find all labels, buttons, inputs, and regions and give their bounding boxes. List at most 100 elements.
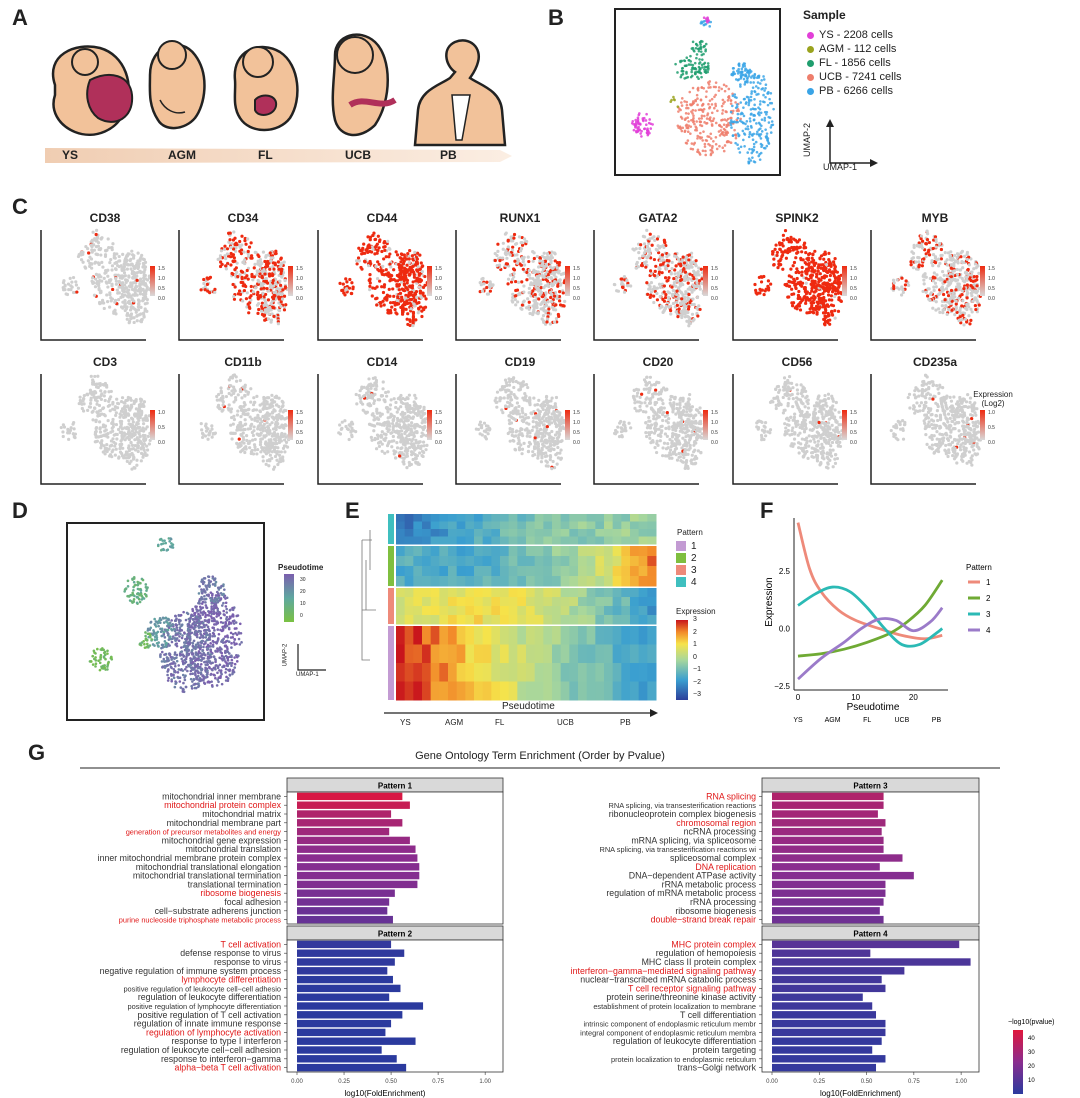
umap-cell-point [772,257,776,261]
umap-cell-point [941,270,945,274]
umap-cell-point [273,252,277,256]
umap-cell-point [696,148,700,152]
umap-cell-point [536,281,540,286]
umap-cell-point [106,435,110,439]
umap-cell-point [537,297,541,301]
umap-cell-point [278,453,282,457]
umap-cell-point [527,259,531,264]
umap-cell-point [742,77,746,81]
umap-cell-point [275,452,279,456]
umap-cell-point [932,271,936,275]
umap-cell-point [407,254,411,258]
umap-cell-point [744,74,747,78]
umap-cell-point [758,82,762,85]
umap-cell-point [120,451,124,456]
umap-cell-point [674,310,678,314]
umap-cell-point [236,409,240,413]
umap-cell-point [695,56,698,60]
umap-cell-point [527,300,531,304]
umap-cell-point [698,287,702,291]
umap-cell-point [777,262,781,266]
umap-cell-point [368,245,372,250]
umap-cell-point [120,285,124,289]
umap-cell-point [812,307,816,311]
umap-cell-point [252,396,256,400]
umap-cell-point [827,268,832,272]
umap-cell-point [283,278,287,282]
umap-cell-point [709,132,713,136]
umap-cell-point [134,430,138,434]
umap-cell-point [965,296,969,300]
umap-cell-point [931,253,936,257]
umap-cell-point [832,274,836,278]
umap-cell-point [405,281,409,285]
umap-cell-point [276,413,280,418]
umap-cell-point [262,426,267,430]
umap-cell-point [265,304,269,308]
umap-cell-point [116,297,121,302]
umap-cell-point [513,242,518,246]
umap-cell-point [400,275,404,279]
umap-cell-point [678,125,682,128]
umap-cell-point [535,304,539,308]
umap-cell-point [511,245,515,249]
umap-cell-point [251,408,255,413]
umap-cell-point [793,247,797,251]
umap-cell-point [810,296,814,300]
umap-cell-point [807,311,811,315]
umap-cell-point [488,289,492,293]
umap-cell-point [800,250,804,254]
umap-cell-point [733,120,736,123]
umap-cell-point [395,273,400,278]
umap-cell-point [67,288,71,292]
umap-cell-point [142,273,146,277]
umap-cell-point [752,81,755,84]
umap-cell-point [648,232,652,236]
umap-cell-point [514,303,518,307]
umap-cell-point [807,252,811,257]
umap-cell-point [488,285,492,290]
umap-cell-point [387,255,391,259]
umap-cell-point [638,112,641,115]
umap-cell-point [224,257,228,261]
umap-cell-point [407,273,412,277]
umap-cell-point [836,282,840,286]
umap-cell-point [106,404,110,408]
umap-cell-point [79,258,84,262]
umap-cell-point [97,262,101,267]
umap-cell-point [752,118,756,121]
umap-cell-point [773,247,777,252]
umap-cell-point [127,288,131,292]
umap-cell-point [698,58,701,61]
umap-cell-point [103,253,108,257]
umap-cell-point [270,312,274,316]
umap-cell-point [113,444,117,448]
umap-cell-point [821,292,825,296]
umap-cell-point [131,275,135,279]
umap-cell-point [700,277,704,281]
umap-cell-point [414,318,418,322]
umap-cell-point [680,104,684,107]
umap-cell-point [341,288,345,292]
umap-cell-point [526,255,530,259]
umap-cell-point [829,270,833,274]
umap-cell-point [655,291,659,296]
mini-colorbar-tick: 0.0 [573,296,580,302]
umap-cell-point [234,246,238,250]
umap-cell-point [546,273,550,277]
mini-colorbar-tick: 1.5 [435,266,442,272]
umap-cell-point [520,303,524,307]
umap-cell-point [722,123,726,127]
umap-cell-point [796,293,801,297]
umap-cell-point [133,400,137,404]
expression-mini-colorbar [150,266,155,296]
umap-cell-point [808,307,812,311]
umap-cell-point [265,286,269,291]
umap-cell-point [122,456,126,460]
umap-cell-point [368,238,372,242]
umap-cell-point [371,286,375,290]
umap-cell-point [368,273,372,277]
umap-cell-point [554,303,558,307]
umap-cell-point [231,282,235,287]
umap-cell-point [747,74,751,78]
